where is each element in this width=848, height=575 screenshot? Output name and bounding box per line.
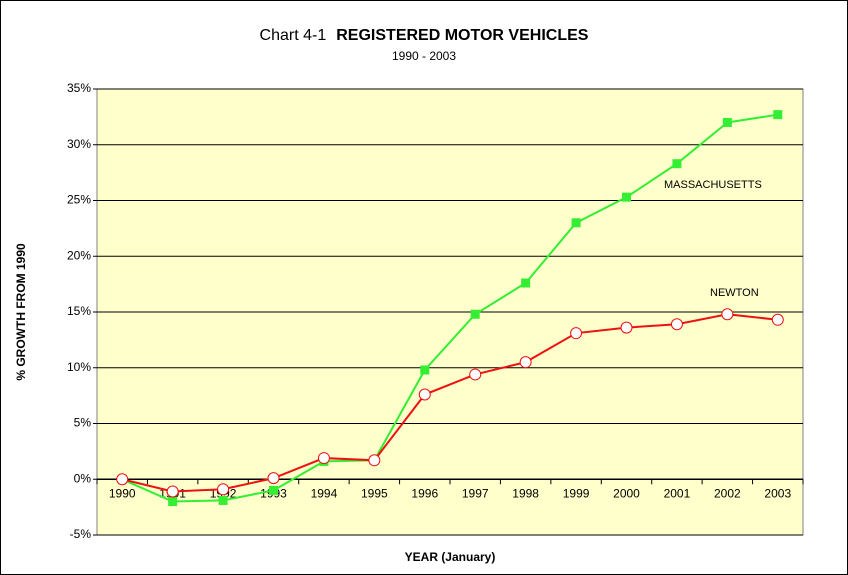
- x-tick-label: 2002: [714, 486, 741, 500]
- marker: [620, 321, 633, 334]
- series-label: MASSACHUSETTS: [664, 179, 762, 191]
- series-label: NEWTON: [710, 287, 759, 299]
- x-tick-label: 1999: [563, 486, 590, 500]
- x-tick-label: 1996: [411, 486, 438, 500]
- marker: [721, 308, 734, 321]
- marker: [469, 368, 482, 381]
- marker: [519, 356, 532, 369]
- y-tick-label: -5%: [70, 527, 92, 541]
- x-tick-label: 2003: [764, 486, 791, 500]
- chart-title: REGISTERED MOTOR VEHICLES: [336, 27, 589, 44]
- marker: [269, 485, 278, 495]
- y-tick-label: 20%: [67, 248, 91, 262]
- marker: [570, 327, 583, 340]
- marker: [168, 497, 178, 507]
- marker: [418, 388, 431, 401]
- marker: [571, 218, 581, 228]
- y-tick-label: 35%: [67, 81, 91, 95]
- x-tick-label: 1997: [462, 486, 489, 500]
- x-tick-label: 1998: [512, 486, 539, 500]
- marker: [267, 472, 280, 485]
- x-tick-label: 2001: [664, 486, 691, 500]
- marker: [116, 473, 129, 486]
- marker: [521, 278, 531, 288]
- y-tick-label: 5%: [74, 416, 92, 430]
- chart-subtitle: 1990 - 2003: [392, 49, 456, 63]
- marker: [368, 454, 381, 467]
- y-axis-title: % GROWTH FROM 1990: [14, 243, 28, 381]
- marker: [218, 495, 228, 505]
- marker: [217, 483, 230, 496]
- series-line: [121, 313, 778, 493]
- chart-title-group: Chart 4-1 REGISTERED MOTOR VEHICLES: [260, 27, 589, 44]
- y-tick-label: 0%: [74, 471, 92, 485]
- chart-label: Chart 4-1: [260, 27, 327, 44]
- x-tick-label: 1994: [311, 486, 338, 500]
- x-tick-label: 1990: [109, 486, 136, 500]
- x-tick-label: 2000: [613, 486, 640, 500]
- marker: [773, 110, 783, 120]
- y-tick-label: 25%: [67, 193, 91, 207]
- marker: [670, 318, 683, 331]
- x-tick-label: 1995: [361, 486, 388, 500]
- y-tick-label: 30%: [67, 137, 91, 151]
- marker: [470, 309, 480, 319]
- marker: [672, 159, 682, 169]
- marker: [317, 452, 330, 465]
- y-tick-label: 15%: [67, 304, 91, 318]
- marker: [166, 485, 179, 498]
- x-axis-title: YEAR (January): [405, 550, 496, 564]
- y-tick-label: 10%: [67, 360, 91, 374]
- marker: [420, 365, 430, 375]
- series-line: [121, 113, 778, 503]
- marker: [722, 117, 732, 127]
- marker: [771, 313, 784, 326]
- marker: [622, 192, 631, 202]
